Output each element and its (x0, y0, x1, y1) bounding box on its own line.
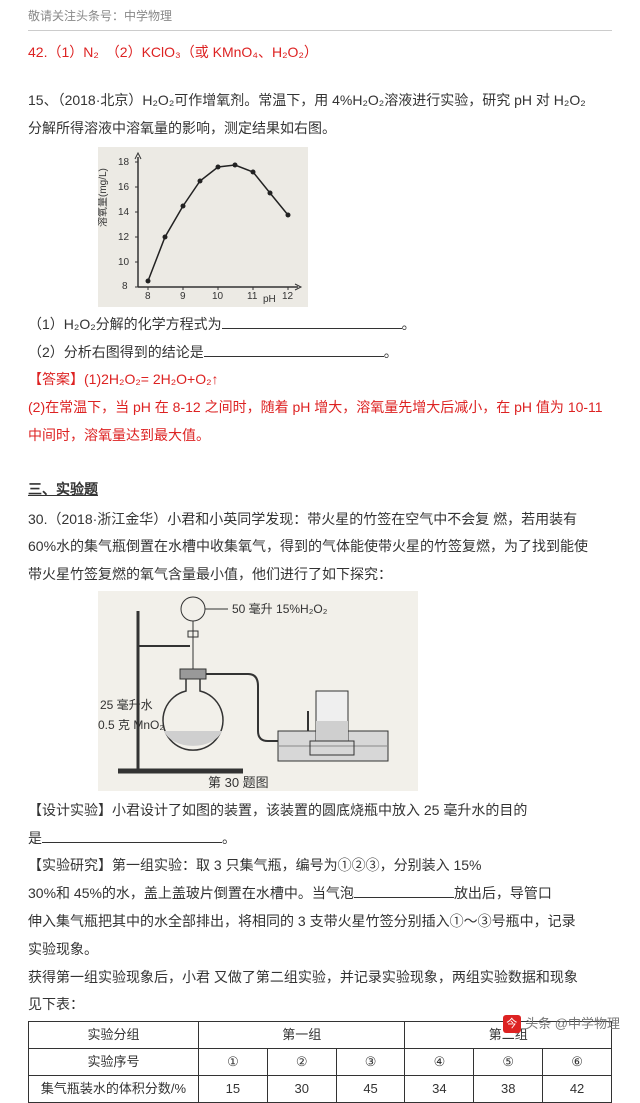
design-post: 。 (222, 830, 236, 846)
cell-vol: 34 (405, 1076, 474, 1103)
blank-15-2[interactable] (204, 343, 384, 357)
cell-vol: 42 (543, 1076, 612, 1103)
research-text-1: 【实验研究】第一组实验：取 3 只集气瓶，编号为①②③，分别装入 15% (28, 854, 612, 878)
cell-seq: ③ (336, 1049, 405, 1076)
table-row: 实验序号 ① ② ③ ④ ⑤ ⑥ (29, 1049, 612, 1076)
answer-42: 42.（1）N₂ （2）KClO₃（或 KMnO₄、H₂O₂） (28, 41, 612, 65)
research-text-2: 30%和 45%的水，盖上盖玻片倒置在水槽中。当气泡 放出后，导管口 (28, 882, 612, 906)
q15-text-1: 15、（2018·北京）H₂O₂可作增氧剂。常温下，用 4%H₂O₂溶液进行实验… (28, 89, 612, 113)
table-row: 集气瓶装水的体积分数/% 15 30 45 34 38 42 (29, 1076, 612, 1103)
apparatus-svg: 50 毫升 15%H₂O₂ 25 毫升水 0.5 克 MnO₂ 第 30 题图 (98, 591, 418, 791)
obtain-text-1: 获得第一组实验现象后，小君 又做了第二组实验，并记录实验现象，两组实验数据和现象 (28, 966, 612, 990)
svg-text:8: 8 (145, 291, 151, 302)
research2-post: 放出后，导管口 (454, 885, 552, 901)
research-text-3: 伸入集气瓶把其中的水全部排出，将相同的 3 支带火星竹签分别插入①～③号瓶中，记… (28, 910, 612, 934)
design-text-2: 是。 (28, 827, 612, 851)
cell-vol: 45 (336, 1076, 405, 1103)
apparatus-figure: 50 毫升 15%H₂O₂ 25 毫升水 0.5 克 MnO₂ 第 30 题图 (28, 591, 612, 799)
footer-text: 头条 @中学物理 (525, 1016, 620, 1031)
cell-vol-label: 集气瓶装水的体积分数/% (29, 1076, 199, 1103)
svg-text:14: 14 (118, 207, 130, 218)
cell-seq: ⑤ (474, 1049, 543, 1076)
header-notice: 敬请关注头条号：中学物理 (28, 6, 612, 31)
section-3-title: 三、实验题 (28, 478, 612, 502)
cell-seq: ④ (405, 1049, 474, 1076)
cell-vol: 30 (267, 1076, 336, 1103)
apparatus-caption: 第 30 题图 (208, 775, 269, 790)
q15-sub2-post: 。 (384, 344, 398, 360)
svg-text:10: 10 (118, 257, 130, 268)
chart-ylabel: 溶氧量(mg/L) (98, 168, 109, 227)
svg-text:11: 11 (247, 291, 258, 302)
q15-sub1-pre: （1）H₂O₂分解的化学方程式为 (28, 316, 222, 332)
research2-pre: 30%和 45%的水，盖上盖玻片倒置在水槽中。当气泡 (28, 885, 354, 901)
chart-xlabel: pH (263, 294, 276, 305)
svg-text:8: 8 (122, 281, 128, 292)
chart-svg: 8 10 12 14 16 18 8 9 10 11 12 溶氧量(mg/L) … (98, 147, 308, 307)
svg-text:12: 12 (118, 232, 130, 243)
q15-sub2: （2）分析右图得到的结论是 。 (28, 341, 612, 365)
design-pre: 是 (28, 830, 42, 846)
research-text-4: 实验现象。 (28, 938, 612, 962)
design-text-1: 【设计实验】小君设计了如图的装置，该装置的圆底烧瓶中放入 25 毫升水的目的 (28, 799, 612, 823)
blank-15-1[interactable] (222, 315, 402, 329)
q15-sub1: （1）H₂O₂分解的化学方程式为 。 (28, 313, 612, 337)
cell-seq: ② (267, 1049, 336, 1076)
q30-text-1: 30.（2018·浙江金华）小君和小英同学发现：带火星的竹签在空气中不会复 燃，… (28, 508, 612, 532)
apparatus-label-3: 0.5 克 MnO₂ (98, 718, 164, 732)
q30-text-2: 60%水的集气瓶倒置在水槽中收集氧气，得到的气体能使带火星的竹签复燃，为了找到能… (28, 535, 612, 559)
svg-text:18: 18 (118, 157, 130, 168)
q30-text-3: 带火星竹签复燃的氧气含量最小值，他们进行了如下探究： (28, 563, 612, 587)
cell-vol: 15 (199, 1076, 268, 1103)
apparatus-label-1: 50 毫升 15%H₂O₂ (232, 601, 328, 616)
apparatus-label-2: 25 毫升水 (100, 697, 153, 712)
cell-seq: ⑥ (543, 1049, 612, 1076)
answer-15b: (2)在常温下，当 pH 在 8-12 之间时，随着 pH 增大，溶氧量先增大后… (28, 396, 612, 420)
q15-text-2: 分解所得溶液中溶氧量的影响，测定结果如右图。 (28, 117, 612, 141)
blank-design[interactable] (42, 829, 222, 843)
footer-credit: 头条 @中学物理 (503, 1013, 620, 1035)
blank-research[interactable] (354, 884, 454, 898)
svg-text:16: 16 (118, 182, 130, 193)
cell-vol: 38 (474, 1076, 543, 1103)
cell-seq-label: 实验序号 (29, 1049, 199, 1076)
answer-15c: 中间时，溶氧量达到最大值。 (28, 424, 612, 448)
cell-seq: ① (199, 1049, 268, 1076)
toutiao-icon (503, 1015, 521, 1033)
cell-group-label: 实验分组 (29, 1022, 199, 1049)
q15-sub1-post: 。 (402, 316, 416, 332)
cell-group1: 第一组 (199, 1022, 405, 1049)
svg-text:9: 9 (180, 291, 186, 302)
oxygen-chart: 8 10 12 14 16 18 8 9 10 11 12 溶氧量(mg/L) … (28, 147, 612, 307)
svg-text:12: 12 (282, 291, 294, 302)
svg-text:10: 10 (212, 291, 224, 302)
answer-15a: 【答案】(1)2H₂O₂= 2H₂O+O₂↑ (28, 368, 612, 392)
q15-sub2-pre: （2）分析右图得到的结论是 (28, 344, 204, 360)
